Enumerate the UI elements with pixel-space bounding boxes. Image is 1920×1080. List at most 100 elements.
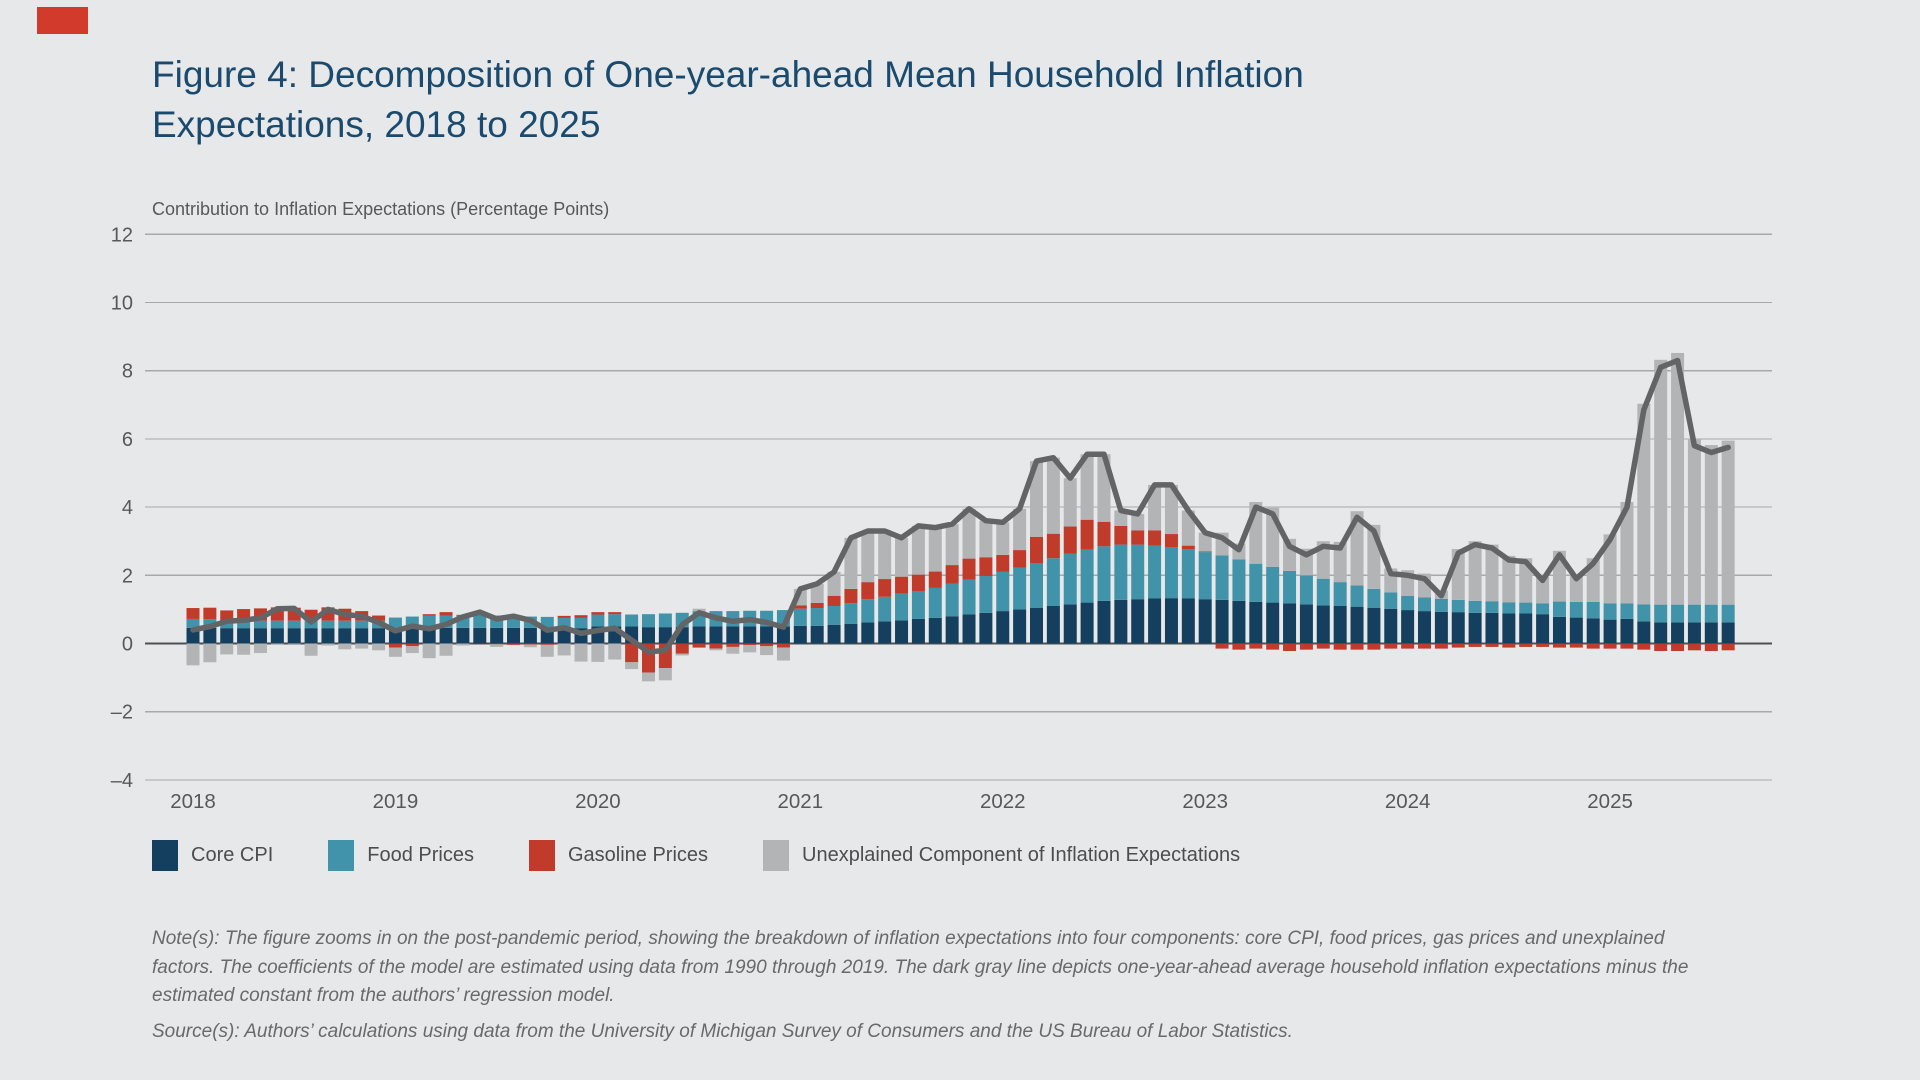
bar-segment [979,520,993,558]
bar-segment [338,620,352,629]
bar-segment [1198,532,1212,552]
bar-segment [1721,604,1735,623]
bar-segment [338,628,352,644]
bar-segment [1620,501,1634,604]
bar-segment [625,614,639,627]
bar-segment [1316,578,1330,606]
bar-segment [793,605,807,609]
bar-segment [1080,549,1094,603]
bar-segment [1603,603,1617,620]
bar-segment [186,608,200,619]
bar-segment [220,620,234,629]
bar-segment [1283,643,1297,652]
bar-segment [726,643,740,647]
bar-segment [861,582,875,600]
legend-swatch [152,840,178,871]
bar-segment [861,622,875,644]
bar-segment [1215,555,1229,600]
bar-segment [1451,643,1465,648]
bar-segment [237,620,251,629]
bar-segment [1502,643,1516,648]
bar-segment [1266,602,1280,644]
bar-segment [1704,604,1718,623]
bar-segment [1586,601,1600,619]
chart-subtitle: Contribution to Inflation Expectations (… [152,199,610,219]
bar-segment [1603,619,1617,644]
y-tick-label: 12 [111,224,133,246]
bar-segment [1434,611,1448,644]
bar-segment [1384,643,1398,649]
y-axis-labels: 12 10 8 6 4 2 0 –2 –4 [111,224,133,792]
legend-swatch [328,840,355,871]
bar-segment [304,643,318,656]
bar-segment [1536,603,1550,615]
bar-segment [388,643,402,648]
bar-segment [1451,599,1465,613]
bar-segment [726,626,740,644]
x-axis-labels: 2018 2019 2020 2021 2022 2023 2024 2025 [170,790,1633,813]
bar-segment [1046,533,1060,559]
bar-segment [1519,613,1533,644]
bar-segment [237,628,251,644]
bar-segment [1013,550,1027,568]
bar-segment [1687,604,1701,623]
bar-segment [911,618,925,644]
legend-label: Gasoline Prices [567,844,709,866]
bar-segment [1367,643,1381,650]
bar-segment [743,643,757,646]
bar-segment [405,627,419,644]
bar-segment [1046,605,1060,644]
bar-segment [962,614,976,644]
bar-segment [675,653,689,656]
bar-segment [287,643,301,645]
bar-segment [253,628,267,644]
bar-segment [1502,602,1516,614]
bar-segment [1333,643,1347,650]
bar-segment [810,583,824,603]
bar-segment [1013,508,1027,551]
bar-segment [574,617,588,629]
bar-segment [270,620,284,629]
bar-segment [743,645,757,653]
bar-segment [186,618,200,628]
bar-segment [439,612,453,616]
bar-segment [1232,559,1246,601]
bar-segment [1164,546,1178,599]
bar-segment [1080,519,1094,550]
bar-segment [1030,461,1043,537]
bar-segment [1080,454,1094,520]
bar-segment [1536,643,1550,647]
bar-segment [945,583,959,617]
y-tick-label: 6 [122,429,133,451]
bar-segment [1333,541,1347,583]
bar-segment [658,627,672,644]
chart-legend: Core CPI Food Prices Gasoline Prices Unexpl… [152,840,1240,871]
bar-segment [1434,598,1448,612]
bar-segment [1266,566,1280,603]
bar-segment [1080,602,1094,644]
bar-segment [692,608,706,612]
bar-segment [1232,600,1246,644]
bar-segment [1536,577,1550,604]
bar-segment [591,612,605,615]
bar-segment [490,644,504,647]
bar-segment [1637,604,1651,622]
y-tick-label: 8 [122,361,133,383]
y-tick-label: –4 [111,770,133,792]
bar-segment [1654,604,1668,623]
y-tick-label: 4 [122,497,133,519]
bar-segment [253,620,267,629]
bar-segment [895,576,909,594]
bar-segment [1384,592,1398,609]
bar-segment [422,627,436,644]
bar-segment [1721,622,1735,644]
bar-segment [1198,552,1212,600]
bar-segment [1721,440,1735,605]
bar-segment [1519,643,1533,647]
bar-segment [1502,555,1516,603]
bar-segment [1485,643,1499,647]
bar-segment [878,596,892,622]
bar-segment [1654,622,1668,644]
bar-segment [641,614,655,628]
